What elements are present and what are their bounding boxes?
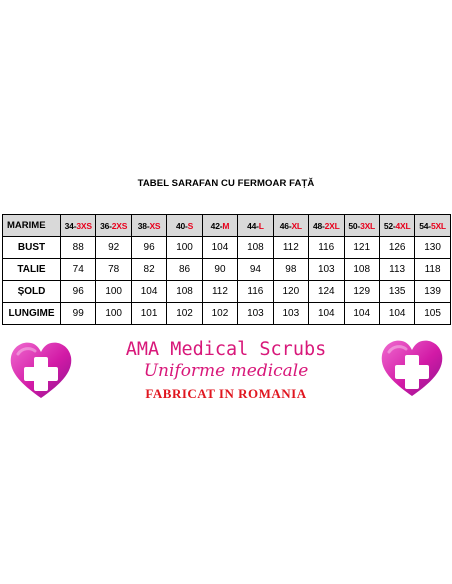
table-cell: 92 xyxy=(95,236,132,259)
table-row-talie: TALIE 74 78 82 86 90 94 98 103 108 113 1… xyxy=(2,258,451,281)
size-header: 38-XS xyxy=(130,214,168,237)
row-label: BUST xyxy=(2,236,61,259)
table-cell: 130 xyxy=(414,236,451,259)
table-cell: 86 xyxy=(166,258,203,281)
table-cell: 88 xyxy=(59,236,97,259)
table-cell: 139 xyxy=(414,280,451,303)
table-cell: 100 xyxy=(95,280,132,303)
table-cell: 103 xyxy=(237,302,274,325)
size-header: 42-M xyxy=(201,214,239,237)
table-cell: 121 xyxy=(343,236,380,259)
table-cell: 99 xyxy=(59,302,97,325)
size-header: 40-S xyxy=(166,214,203,237)
size-label-header: MARIME xyxy=(2,214,61,237)
table-cell: 120 xyxy=(272,280,310,303)
size-header: 46-XL xyxy=(272,214,310,237)
table-cell: 98 xyxy=(272,258,310,281)
size-header: 36-2XS xyxy=(95,214,132,237)
table-row-sold: ȘOLD 96 100 104 108 112 116 120 124 129 … xyxy=(2,280,451,303)
chart-title: TABEL SARAFAN CU FERMOAR FAȚĂ xyxy=(137,178,315,189)
made-in-label: FABRICAT IN ROMANIA xyxy=(145,386,307,401)
table-cell: 82 xyxy=(130,258,168,281)
table-cell: 100 xyxy=(166,236,203,259)
brand-name: AMA Medical Scrubs xyxy=(125,339,327,360)
size-table: MARIME 34-3XS 36-2XS 38-XS 40-S 42-M 44-… xyxy=(2,214,451,325)
table-cell: 96 xyxy=(130,236,168,259)
table-cell: 102 xyxy=(166,302,203,325)
table-cell: 104 xyxy=(201,236,239,259)
table-cell: 103 xyxy=(308,258,345,281)
size-header: 52-4XL xyxy=(378,214,416,237)
table-cell: 103 xyxy=(272,302,310,325)
row-label: ȘOLD xyxy=(2,280,61,303)
table-cell: 108 xyxy=(237,236,274,259)
table-cell: 129 xyxy=(343,280,380,303)
table-cell: 113 xyxy=(378,258,416,281)
row-label: TALIE xyxy=(2,258,61,281)
table-cell: 100 xyxy=(95,302,132,325)
table-cell: 116 xyxy=(308,236,345,259)
size-header: 54-5XL xyxy=(414,214,451,237)
table-cell: 96 xyxy=(59,280,97,303)
table-cell: 108 xyxy=(343,258,380,281)
table-cell: 74 xyxy=(59,258,97,281)
heart-cross-logo-icon xyxy=(381,340,443,396)
table-cell: 112 xyxy=(201,280,239,303)
size-header-row: MARIME 34-3XS 36-2XS 38-XS 40-S 42-M 44-… xyxy=(2,214,451,237)
table-cell: 102 xyxy=(201,302,239,325)
table-cell: 118 xyxy=(414,258,451,281)
table-cell: 94 xyxy=(237,258,274,281)
size-header: 44-L xyxy=(237,214,274,237)
table-cell: 116 xyxy=(237,280,274,303)
table-cell: 104 xyxy=(343,302,380,325)
table-row-bust: BUST 88 92 96 100 104 108 112 116 121 12… xyxy=(2,236,451,259)
table-cell: 104 xyxy=(378,302,416,325)
size-header: 34-3XS xyxy=(59,214,97,237)
table-cell: 104 xyxy=(308,302,345,325)
brand-subtitle: Uniforme medicale xyxy=(143,361,309,381)
table-cell: 112 xyxy=(272,236,310,259)
size-header: 48-2XL xyxy=(308,214,345,237)
table-cell: 108 xyxy=(166,280,203,303)
table-cell: 101 xyxy=(130,302,168,325)
table-cell: 78 xyxy=(95,258,132,281)
table-cell: 90 xyxy=(201,258,239,281)
table-cell: 126 xyxy=(378,236,416,259)
table-row-lungime: LUNGIME 99 100 101 102 102 103 103 104 1… xyxy=(2,302,451,325)
heart-cross-logo-icon xyxy=(10,342,72,398)
table-cell: 124 xyxy=(308,280,345,303)
size-header: 50-3XL xyxy=(343,214,380,237)
table-cell: 105 xyxy=(414,302,451,325)
table-cell: 135 xyxy=(378,280,416,303)
row-label: LUNGIME xyxy=(2,302,61,325)
table-cell: 104 xyxy=(130,280,168,303)
